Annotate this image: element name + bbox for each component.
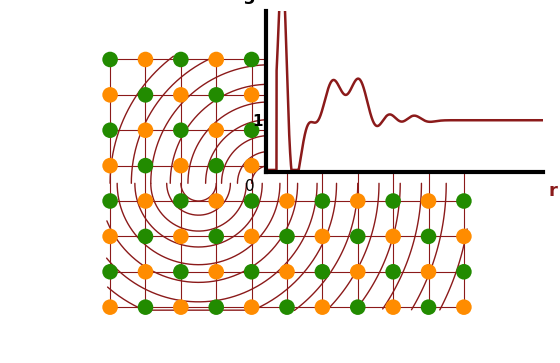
Circle shape bbox=[421, 299, 436, 315]
Circle shape bbox=[456, 264, 472, 280]
Circle shape bbox=[102, 229, 118, 244]
Circle shape bbox=[208, 87, 224, 103]
Circle shape bbox=[421, 229, 436, 244]
Circle shape bbox=[315, 229, 330, 244]
Circle shape bbox=[102, 299, 118, 315]
Circle shape bbox=[208, 299, 224, 315]
Circle shape bbox=[208, 193, 224, 209]
Circle shape bbox=[208, 158, 224, 174]
Circle shape bbox=[173, 299, 189, 315]
Circle shape bbox=[385, 299, 401, 315]
Circle shape bbox=[350, 122, 366, 138]
Circle shape bbox=[244, 264, 259, 280]
Circle shape bbox=[208, 52, 224, 67]
Circle shape bbox=[138, 52, 153, 67]
Circle shape bbox=[138, 87, 153, 103]
Circle shape bbox=[421, 52, 436, 67]
Circle shape bbox=[279, 52, 295, 67]
Circle shape bbox=[315, 299, 330, 315]
Circle shape bbox=[102, 87, 118, 103]
Circle shape bbox=[208, 229, 224, 244]
Circle shape bbox=[350, 193, 366, 209]
Circle shape bbox=[244, 52, 259, 67]
Circle shape bbox=[385, 193, 401, 209]
Circle shape bbox=[279, 158, 295, 174]
Circle shape bbox=[315, 193, 330, 209]
Circle shape bbox=[456, 52, 472, 67]
Circle shape bbox=[244, 229, 259, 244]
Circle shape bbox=[279, 299, 295, 315]
Circle shape bbox=[456, 87, 472, 103]
Circle shape bbox=[279, 264, 295, 280]
Circle shape bbox=[279, 193, 295, 209]
Text: r: r bbox=[549, 182, 558, 200]
Circle shape bbox=[173, 52, 189, 67]
Circle shape bbox=[456, 158, 472, 174]
Circle shape bbox=[244, 299, 259, 315]
Circle shape bbox=[421, 158, 436, 174]
Circle shape bbox=[244, 158, 259, 174]
Circle shape bbox=[315, 158, 330, 174]
Circle shape bbox=[244, 122, 259, 138]
Circle shape bbox=[102, 264, 118, 280]
Circle shape bbox=[315, 264, 330, 280]
Circle shape bbox=[456, 122, 472, 138]
Circle shape bbox=[350, 299, 366, 315]
Circle shape bbox=[138, 122, 153, 138]
Circle shape bbox=[350, 52, 366, 67]
Circle shape bbox=[102, 193, 118, 209]
Circle shape bbox=[315, 87, 330, 103]
Circle shape bbox=[138, 193, 153, 209]
Circle shape bbox=[138, 229, 153, 244]
Circle shape bbox=[421, 87, 436, 103]
Circle shape bbox=[102, 52, 118, 67]
Circle shape bbox=[385, 122, 401, 138]
Circle shape bbox=[350, 229, 366, 244]
Circle shape bbox=[350, 158, 366, 174]
Circle shape bbox=[350, 87, 366, 103]
Circle shape bbox=[421, 122, 436, 138]
Circle shape bbox=[279, 87, 295, 103]
Circle shape bbox=[138, 264, 153, 280]
Circle shape bbox=[173, 193, 189, 209]
Circle shape bbox=[173, 264, 189, 280]
Text: 0: 0 bbox=[245, 179, 255, 194]
Circle shape bbox=[173, 87, 189, 103]
Circle shape bbox=[456, 229, 472, 244]
Circle shape bbox=[138, 158, 153, 174]
Circle shape bbox=[385, 229, 401, 244]
Circle shape bbox=[173, 122, 189, 138]
Circle shape bbox=[244, 193, 259, 209]
Circle shape bbox=[173, 229, 189, 244]
Circle shape bbox=[385, 264, 401, 280]
Circle shape bbox=[350, 264, 366, 280]
Circle shape bbox=[315, 52, 330, 67]
Circle shape bbox=[385, 158, 401, 174]
Circle shape bbox=[208, 264, 224, 280]
Circle shape bbox=[173, 158, 189, 174]
Circle shape bbox=[385, 52, 401, 67]
Circle shape bbox=[456, 299, 472, 315]
Circle shape bbox=[102, 158, 118, 174]
Circle shape bbox=[421, 264, 436, 280]
Circle shape bbox=[421, 193, 436, 209]
Circle shape bbox=[279, 229, 295, 244]
Text: g: g bbox=[242, 0, 255, 4]
Circle shape bbox=[315, 122, 330, 138]
Circle shape bbox=[385, 87, 401, 103]
Circle shape bbox=[208, 122, 224, 138]
Circle shape bbox=[279, 122, 295, 138]
Circle shape bbox=[244, 87, 259, 103]
Circle shape bbox=[102, 122, 118, 138]
Circle shape bbox=[138, 299, 153, 315]
Circle shape bbox=[456, 193, 472, 209]
